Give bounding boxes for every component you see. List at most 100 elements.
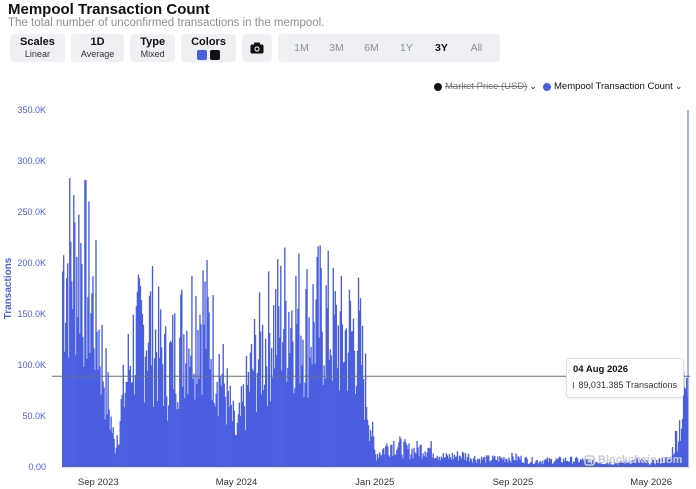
- bar: [280, 265, 282, 467]
- bar: [640, 459, 642, 467]
- legend-transaction-count[interactable]: Mempool Transaction Count ⌄: [543, 81, 682, 92]
- bar: [256, 372, 259, 467]
- bar: [401, 454, 403, 467]
- range-3m[interactable]: 3M: [329, 42, 344, 54]
- bar: [303, 396, 305, 467]
- bar: [77, 317, 79, 467]
- bar: [173, 389, 175, 467]
- range-1m[interactable]: 1M: [294, 42, 309, 54]
- bar: [648, 464, 650, 467]
- bar: [142, 324, 145, 467]
- bar: [154, 329, 157, 467]
- bar: [260, 394, 263, 467]
- type-label: Type: [140, 36, 166, 48]
- type-button[interactable]: Type Mixed: [130, 34, 176, 62]
- bar: [366, 419, 369, 467]
- bar: [67, 263, 69, 467]
- bar: [363, 419, 366, 467]
- type-value: Mixed: [140, 49, 165, 59]
- bar: [405, 442, 407, 467]
- bar: [157, 286, 160, 467]
- bar: [130, 382, 133, 467]
- bar: [658, 458, 661, 467]
- bar: [519, 459, 521, 467]
- bar: [224, 396, 226, 467]
- bar: [475, 462, 478, 467]
- bar: [149, 291, 152, 467]
- bar: [343, 361, 346, 467]
- bar: [302, 339, 304, 467]
- bar: [127, 334, 129, 467]
- bar: [404, 439, 406, 467]
- bar: [608, 464, 610, 467]
- bar: [481, 456, 483, 467]
- bar: [571, 463, 574, 467]
- bar: [616, 462, 618, 467]
- bar: [300, 335, 302, 467]
- legend-market-price[interactable]: Market Price (USD) ⌄: [434, 81, 537, 92]
- bar: [416, 440, 418, 467]
- bar: [429, 448, 431, 467]
- chevron-down-icon: ⌄: [674, 81, 683, 91]
- bar: [262, 390, 265, 467]
- y-axis-label: Transactions: [3, 257, 14, 319]
- bar: [111, 432, 113, 467]
- bar: [514, 460, 516, 467]
- bar: [634, 458, 636, 467]
- legend-label: Market Price (USD): [445, 81, 528, 92]
- range-6m[interactable]: 6M: [364, 42, 379, 54]
- range-1y[interactable]: 1Y: [400, 42, 413, 54]
- bar: [255, 412, 258, 467]
- bar: [191, 275, 193, 467]
- bar: [372, 436, 375, 467]
- bar: [436, 455, 438, 467]
- y-tick-label: 100.0K: [17, 360, 46, 370]
- bar: [479, 458, 481, 467]
- bar: [400, 438, 402, 467]
- bar: [588, 459, 590, 467]
- bar: [636, 458, 638, 467]
- bar: [91, 293, 93, 467]
- period-button[interactable]: 1D Average: [70, 34, 125, 62]
- bar: [353, 351, 356, 467]
- bar: [297, 308, 299, 467]
- bar: [339, 311, 342, 467]
- bar: [662, 463, 665, 467]
- bar: [386, 443, 388, 467]
- bar: [441, 458, 443, 467]
- screenshot-button[interactable]: [241, 34, 272, 62]
- bar: [612, 464, 614, 467]
- bar: [187, 394, 189, 467]
- bar: [104, 419, 106, 467]
- bar: [189, 366, 191, 467]
- tooltip-series-dot: [573, 381, 575, 389]
- bar: [354, 394, 357, 467]
- range-all[interactable]: All: [470, 42, 483, 54]
- bar: [282, 342, 284, 467]
- bar: [112, 427, 114, 467]
- bar: [295, 275, 297, 467]
- bar: [464, 453, 467, 467]
- bar: [234, 434, 237, 467]
- bar: [257, 359, 260, 467]
- bar: [510, 462, 512, 467]
- colors-button[interactable]: Colors: [181, 34, 236, 62]
- bar: [505, 458, 507, 467]
- bar: [375, 454, 377, 467]
- color-swatch-primary[interactable]: [197, 50, 208, 60]
- bar: [63, 255, 65, 467]
- color-swatch-secondary[interactable]: [210, 50, 221, 60]
- bar: [383, 447, 385, 467]
- bar: [439, 460, 441, 467]
- bar: [347, 352, 350, 467]
- bar: [360, 364, 363, 467]
- bar: [263, 384, 266, 467]
- bar: [351, 331, 354, 467]
- bar: [136, 291, 139, 467]
- bar: [618, 462, 620, 467]
- bar: [109, 429, 111, 467]
- range-3y[interactable]: 3Y: [435, 42, 448, 54]
- scales-button[interactable]: Scales Linear: [10, 34, 65, 62]
- bar: [267, 271, 270, 467]
